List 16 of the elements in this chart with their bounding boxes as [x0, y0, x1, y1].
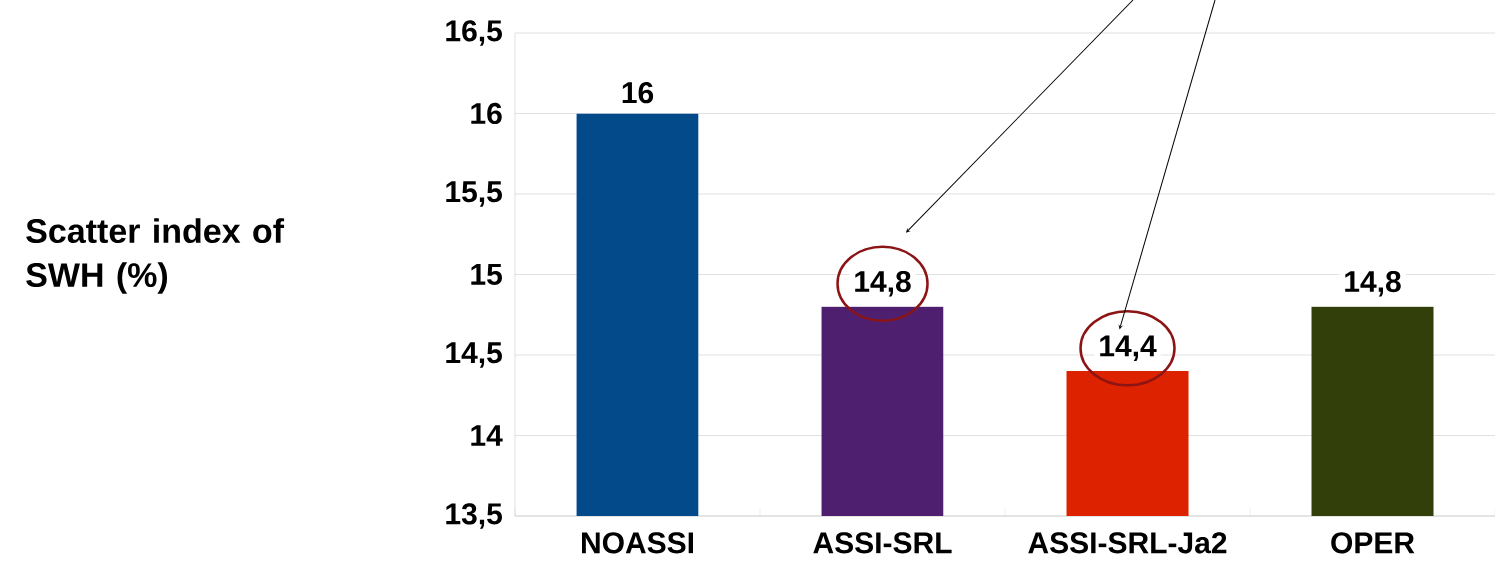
- x-tick-label: OPER: [1331, 532, 1415, 554]
- y-tick-label: 16,5: [446, 20, 502, 46]
- y-tick-label: 14,5: [446, 342, 502, 368]
- x-tick-label: ASSI-SRL: [813, 532, 952, 554]
- data-label: 14,4: [1100, 335, 1157, 361]
- y-tick-label: 16: [471, 102, 502, 125]
- x-tick-label: NOASSI: [582, 532, 694, 554]
- data-label: 14,8: [1345, 270, 1401, 297]
- x-tick-label: ASSI-SRL-Ja2: [1028, 532, 1227, 554]
- y-tick-label: 14: [471, 425, 503, 446]
- y-tick-label: 13,5: [446, 503, 502, 529]
- y-axis-title: Scatter index of SWH (%): [26, 218, 285, 294]
- y-tick-label: 15,5: [446, 181, 502, 207]
- y-tick-label: 15: [471, 264, 502, 285]
- data-label: 14,8: [855, 270, 911, 297]
- data-label: 16: [622, 82, 654, 104]
